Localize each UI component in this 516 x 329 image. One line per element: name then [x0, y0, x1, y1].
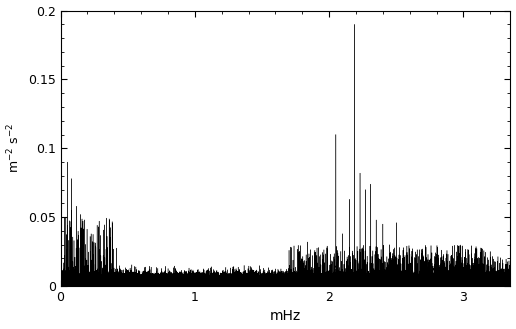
Y-axis label: m$^{-2}$ s$^{-2}$: m$^{-2}$ s$^{-2}$ — [6, 123, 22, 173]
X-axis label: mHz: mHz — [270, 310, 301, 323]
